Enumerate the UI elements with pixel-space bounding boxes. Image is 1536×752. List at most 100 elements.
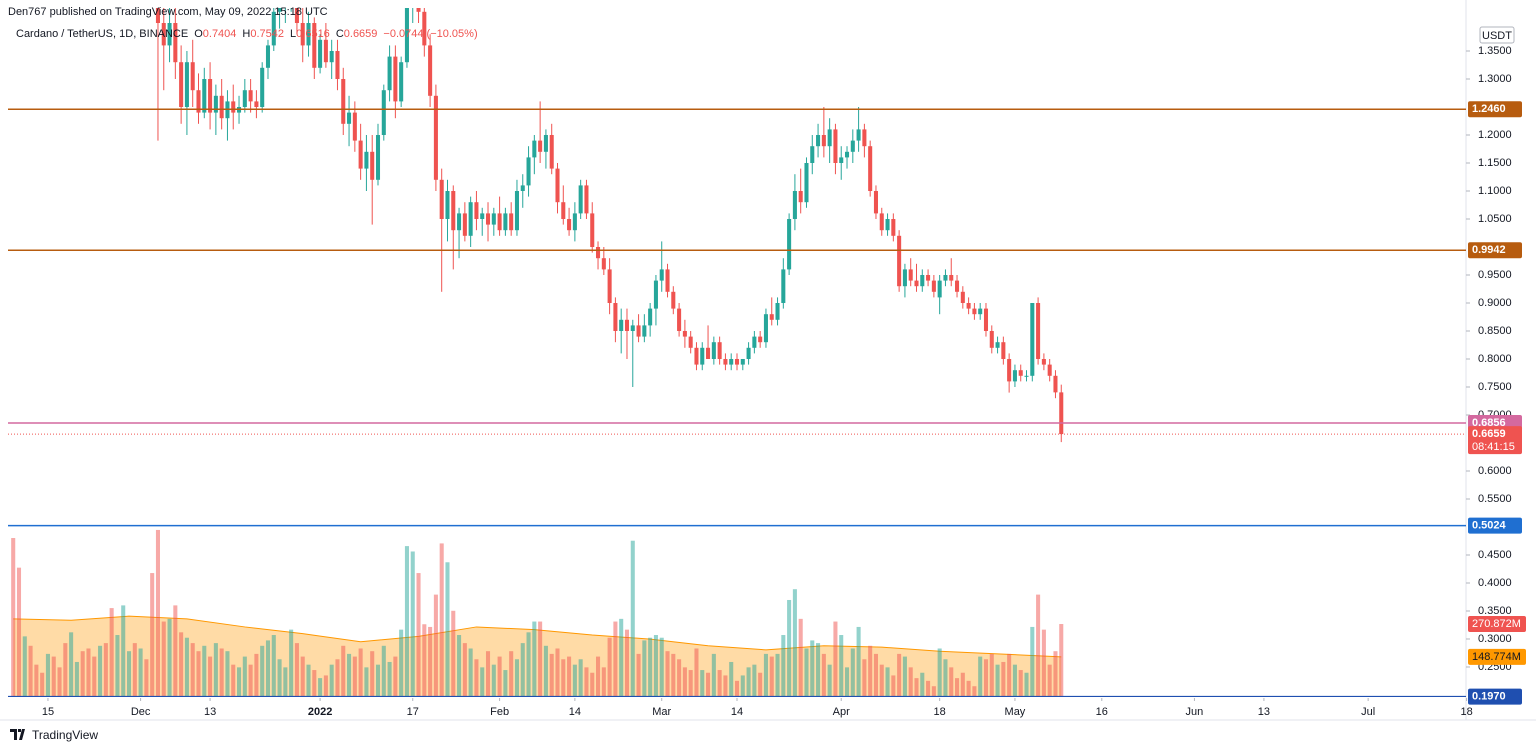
candle-body (682, 330, 687, 337)
candle-body (329, 51, 334, 63)
candle-body (1030, 302, 1035, 376)
candle-body (844, 151, 850, 158)
candle-body (810, 146, 815, 164)
y-tick-label: 1.3000 (1478, 73, 1512, 85)
volume-bar (474, 659, 479, 697)
candle-body (213, 95, 218, 113)
candle-body (642, 325, 647, 337)
volume-bar (572, 664, 577, 697)
volume-bar (231, 664, 236, 697)
last-price-label: 0.6659 (1472, 428, 1506, 440)
level-badge (1468, 688, 1522, 705)
candle-body (509, 213, 514, 231)
volume-bar (341, 645, 346, 697)
candle-body (572, 213, 577, 231)
volume-bar (960, 672, 965, 697)
y-tick-label: 1.1500 (1478, 157, 1512, 169)
candle-body (931, 280, 936, 292)
ohlc-item: H0.7542 (242, 28, 284, 40)
volume-bar (642, 640, 647, 697)
volume-bar (769, 656, 774, 697)
volume-bar (596, 656, 601, 697)
candle-body (167, 23, 172, 46)
x-tick-label: 16 (1096, 706, 1108, 718)
candle-body (254, 101, 259, 108)
volume-badge (1468, 616, 1526, 633)
volume-bar (914, 678, 919, 697)
candle-body (1059, 392, 1064, 435)
volume-bar (972, 686, 977, 697)
volume-bar (480, 667, 485, 697)
volume-bar (711, 653, 716, 697)
x-tick-label: Jun (1186, 706, 1204, 718)
x-tick-label: 17 (407, 706, 419, 718)
volume-bar (856, 626, 861, 697)
badge-layer: 1.2460 0.9942 0.6856 0.5024 0.1970 0.665908:4… (1468, 101, 1526, 705)
volume-bar (428, 626, 433, 697)
volume-bar (422, 624, 427, 697)
change: −0.0744 (−10.05%) (383, 28, 478, 40)
volume-bar (503, 670, 508, 697)
candle-body (601, 258, 606, 270)
volume-bar (173, 605, 178, 697)
volume-bar (752, 664, 757, 697)
volume-bar (723, 675, 728, 697)
candle-body (624, 319, 630, 331)
candle-body (798, 191, 803, 203)
volume-bar (920, 672, 925, 697)
volume-bar (28, 645, 33, 697)
volume-bar (323, 675, 328, 697)
volume-bar (115, 635, 120, 697)
candle-body (1024, 375, 1029, 377)
candle-body (729, 358, 734, 365)
volume-bar (329, 664, 334, 697)
volume-bar (561, 659, 566, 697)
candle-body (769, 314, 774, 320)
candle-body (763, 314, 768, 343)
volume-bar (601, 667, 606, 697)
candle-body (885, 219, 890, 231)
candle-body (306, 23, 311, 46)
candle-body (468, 202, 473, 236)
volume-bar (885, 667, 890, 697)
volume-bar (706, 672, 711, 697)
candle-body (590, 213, 595, 247)
volume-bar (590, 672, 595, 697)
candle-body (659, 269, 664, 281)
volume-bar (219, 648, 224, 697)
volume-bar (978, 656, 983, 697)
candle-body (827, 129, 832, 147)
candle-body (480, 213, 485, 220)
volume-bar (318, 678, 323, 697)
volume-bar (578, 659, 583, 697)
y-tick-label: 0.3500 (1478, 605, 1512, 617)
volume-bar (347, 653, 352, 697)
volume-bar (155, 529, 160, 697)
volume-badge-label: 270.872M (1472, 618, 1521, 630)
currency-label: USDT (1482, 30, 1512, 42)
y-tick-label: 0.8500 (1478, 325, 1512, 337)
volume-bar (416, 573, 421, 697)
candle-body (312, 23, 317, 68)
volume-bar (636, 653, 641, 697)
candle-body (387, 56, 392, 91)
level-label: 0.6856 (1472, 417, 1506, 429)
brand: TradingView (10, 728, 98, 742)
currency-badge[interactable] (1479, 26, 1515, 44)
ohlc-key: C (335, 28, 344, 40)
candle-body (416, 8, 421, 12)
volume-bar (879, 664, 884, 697)
countdown-label: 08:41:15 (1472, 441, 1515, 453)
candle-body (179, 62, 184, 108)
candle-body (960, 291, 965, 303)
volume-bar (931, 686, 936, 697)
volume-bar (781, 635, 786, 697)
candle-body (503, 213, 508, 231)
volume-bar (433, 594, 438, 697)
candle-body (706, 347, 711, 359)
candle-body (792, 191, 797, 220)
volume-bar (532, 621, 537, 697)
volume-bar (132, 643, 137, 697)
volume-bar (300, 656, 305, 697)
